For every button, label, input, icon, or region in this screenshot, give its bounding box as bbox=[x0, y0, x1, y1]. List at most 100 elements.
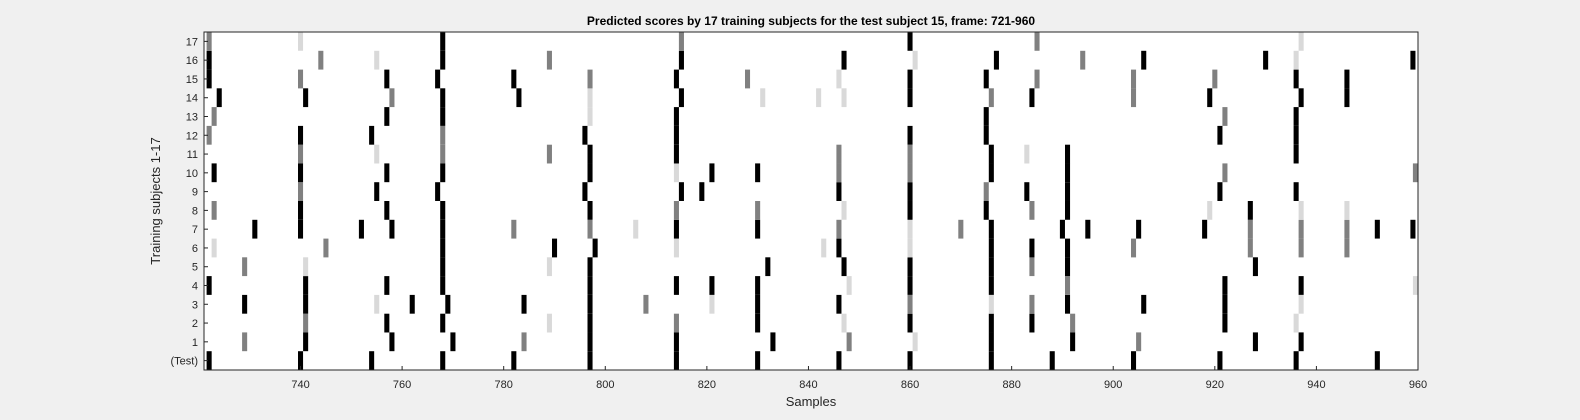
heatmap-cell bbox=[1131, 351, 1137, 370]
heatmap-cell bbox=[993, 50, 999, 70]
y-tick-label: 10 bbox=[186, 168, 198, 180]
heatmap-cell bbox=[1065, 257, 1071, 277]
heatmap-cell bbox=[988, 351, 994, 370]
y-tick-label: 15 bbox=[186, 74, 198, 86]
heatmap-cell bbox=[907, 276, 913, 295]
heatmap-cell bbox=[587, 313, 593, 333]
heatmap-cell bbox=[1217, 351, 1223, 370]
heatmap-cell bbox=[1374, 351, 1380, 370]
heatmap-cell bbox=[1263, 50, 1269, 70]
heatmap-cell bbox=[755, 219, 761, 239]
heatmap-cell bbox=[1029, 238, 1035, 258]
x-tick-label: 800 bbox=[596, 379, 614, 391]
heatmap-cell bbox=[206, 351, 212, 370]
heatmap-cell bbox=[1293, 125, 1299, 145]
heatmap-cell bbox=[587, 351, 593, 370]
heatmap-cell bbox=[1298, 32, 1304, 51]
heatmap-cell bbox=[440, 238, 446, 258]
heatmap-cell bbox=[1065, 163, 1071, 183]
heatmap-cell bbox=[907, 32, 913, 51]
heatmap-cell bbox=[983, 125, 989, 145]
heatmap-cells bbox=[206, 32, 1418, 370]
heatmap-cell bbox=[211, 107, 217, 126]
heatmap-cell bbox=[836, 69, 842, 89]
heatmap-cell bbox=[298, 163, 304, 183]
heatmap-cell bbox=[1222, 107, 1228, 126]
heatmap-cell bbox=[374, 144, 380, 164]
x-axis-label: Samples bbox=[786, 394, 837, 409]
heatmap-cell bbox=[1034, 69, 1040, 89]
x-tick-label: 740 bbox=[291, 379, 309, 391]
heatmap-cell bbox=[907, 238, 913, 258]
heatmap-cell bbox=[587, 201, 593, 220]
heatmap-cell bbox=[1029, 257, 1035, 277]
heatmap-cell bbox=[1024, 182, 1030, 201]
heatmap-cell bbox=[673, 276, 679, 295]
heatmap-cell bbox=[242, 257, 248, 277]
heatmap-cell bbox=[206, 125, 212, 145]
heatmap-cell bbox=[582, 182, 588, 201]
heatmap-cell bbox=[1070, 313, 1076, 333]
heatmap-cell bbox=[673, 238, 679, 258]
heatmap-cell bbox=[1059, 219, 1065, 239]
heatmap-cell bbox=[298, 182, 304, 201]
y-tick-label: 12 bbox=[186, 130, 198, 142]
heatmap-cell bbox=[1065, 201, 1071, 220]
heatmap-cell bbox=[755, 163, 761, 183]
heatmap-cell bbox=[699, 182, 705, 201]
heatmap-cell bbox=[587, 276, 593, 295]
heatmap-cell bbox=[836, 294, 842, 314]
heatmap-cell bbox=[298, 201, 304, 220]
heatmap-cell bbox=[369, 125, 375, 145]
heatmap-cell bbox=[1293, 351, 1299, 370]
heatmap-cell bbox=[765, 257, 771, 277]
heatmap-cell bbox=[1029, 88, 1035, 108]
heatmap-cell bbox=[1412, 276, 1418, 295]
heatmap-cell bbox=[587, 294, 593, 314]
heatmap-cell bbox=[1298, 88, 1304, 108]
heatmap-cell bbox=[983, 182, 989, 201]
heatmap-cell bbox=[1293, 50, 1299, 70]
heatmap-cell bbox=[907, 201, 913, 220]
heatmap-cell bbox=[1207, 88, 1213, 108]
heatmap-cell bbox=[907, 219, 913, 239]
heatmap-cell bbox=[521, 294, 527, 314]
heatmap-cell bbox=[1344, 201, 1350, 220]
heatmap-cell bbox=[673, 313, 679, 333]
heatmap-cell bbox=[587, 219, 593, 239]
heatmap-cell bbox=[211, 163, 217, 183]
heatmap-cell bbox=[907, 294, 913, 314]
heatmap-cell bbox=[587, 163, 593, 183]
heatmap-cell bbox=[673, 144, 679, 164]
heatmap-cell bbox=[673, 163, 679, 183]
heatmap-cell bbox=[303, 332, 309, 352]
heatmap-cell bbox=[511, 69, 517, 89]
heatmap-cell bbox=[816, 88, 822, 108]
heatmap-cell bbox=[440, 276, 446, 295]
heatmap-cell bbox=[673, 201, 679, 220]
heatmap-cell bbox=[1374, 219, 1380, 239]
heatmap-cell bbox=[1049, 351, 1055, 370]
heatmap-cell bbox=[511, 219, 517, 239]
y-tick-label: 9 bbox=[192, 187, 198, 199]
heatmap-cell bbox=[1222, 313, 1228, 333]
heatmap-cell bbox=[552, 238, 558, 258]
heatmap-cell bbox=[755, 201, 761, 220]
heatmap-cell bbox=[298, 144, 304, 164]
heatmap-cell bbox=[1070, 332, 1076, 352]
heatmap-cell bbox=[1065, 182, 1071, 201]
heatmap-cell bbox=[389, 219, 395, 239]
heatmap-cell bbox=[1298, 219, 1304, 239]
heatmap-cell bbox=[450, 332, 456, 352]
heatmap-cell bbox=[1141, 294, 1147, 314]
heatmap-cell bbox=[440, 144, 446, 164]
heatmap-cell bbox=[211, 201, 217, 220]
heatmap-cell bbox=[841, 50, 847, 70]
heatmap-cell bbox=[440, 219, 446, 239]
heatmap-cell bbox=[988, 332, 994, 352]
heatmap-cell bbox=[1412, 163, 1418, 183]
heatmap-cell bbox=[511, 351, 517, 370]
heatmap-cell bbox=[983, 107, 989, 126]
heatmap-cell bbox=[1252, 257, 1258, 277]
